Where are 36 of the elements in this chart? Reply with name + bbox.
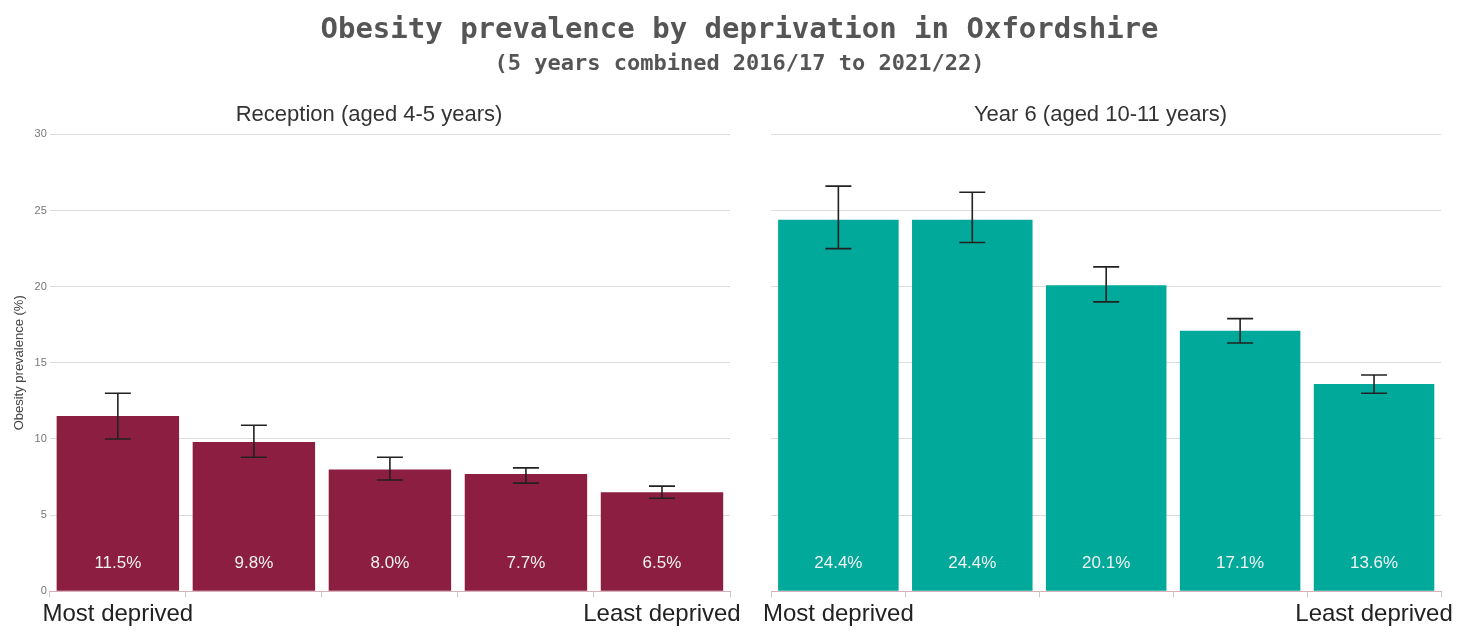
data-label: 8.0%	[370, 552, 410, 572]
y-tick-label: 0	[40, 584, 47, 597]
bar	[56, 416, 180, 591]
data-label: 13.6%	[1349, 552, 1399, 572]
y-tick-label: 5	[40, 508, 47, 521]
bar	[328, 469, 452, 591]
data-label: 11.5%	[94, 552, 142, 572]
y-tick-label: 20	[34, 279, 47, 292]
data-label: 24.4%	[814, 552, 863, 572]
x-tick-label: Least deprived	[583, 599, 741, 627]
bar	[464, 473, 588, 591]
text: (5 years combined 2016/17 to 2021/22)	[493, 49, 986, 77]
y-tick-label: 25	[34, 203, 47, 216]
data-label: 20.1%	[1082, 552, 1131, 572]
bar	[1045, 285, 1167, 591]
bar	[600, 492, 724, 591]
chart-title: Reception (aged 4-5 years)	[235, 101, 503, 127]
x-tick-label: Least deprived	[1295, 599, 1453, 627]
x-tick-label: Most deprived	[762, 599, 914, 627]
y-axis-title: Obesity prevalence (%)	[11, 295, 27, 431]
y-tick-label: 30	[34, 127, 47, 140]
data-label: 7.7%	[506, 552, 546, 572]
bar	[912, 219, 1033, 591]
y-tick-label: 10	[34, 431, 47, 444]
data-label: 24.4%	[948, 552, 997, 572]
data-label: 6.5%	[642, 552, 682, 572]
bar	[1313, 384, 1435, 591]
chart-title: Year 6 (aged 10-11 years)	[973, 101, 1228, 127]
data-label: 17.1%	[1216, 552, 1265, 572]
bar	[192, 441, 316, 591]
text: Obesity prevalence by deprivation in Oxfordshire	[319, 10, 1160, 47]
bar	[778, 219, 899, 591]
data-label: 9.8%	[234, 552, 274, 572]
bar	[1179, 330, 1301, 591]
y-tick-label: 15	[34, 355, 47, 368]
x-tick-label: Most deprived	[42, 599, 194, 627]
